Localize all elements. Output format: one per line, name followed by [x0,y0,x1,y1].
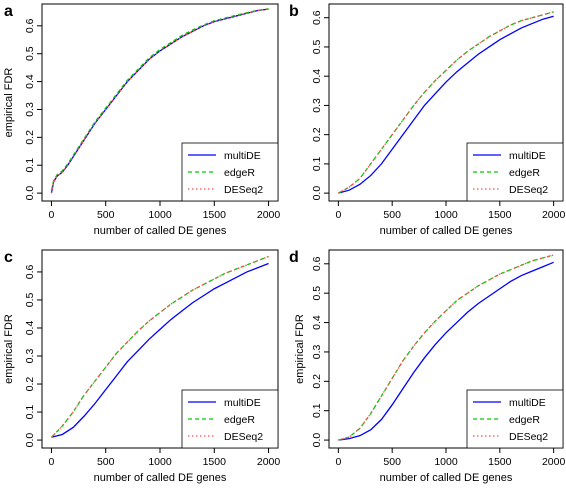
x-tick-label: 1000 [148,209,172,221]
y-tick-label: 0.4 [24,74,36,89]
legend-label-deseq2: DESeq2 [224,431,263,443]
x-axis-label: number of called DE genes [380,472,513,484]
legend: multiDE edgeR DESeq2 [466,142,564,202]
legend-label-multide: multiDE [509,150,546,162]
y-tick-label: 0.5 [24,293,36,308]
y-tick-label: 0.3 [24,349,36,364]
y-tick-label: 0.6 [24,18,36,33]
y-tick-label: 0.0 [311,186,323,201]
y-tick-label: 0.1 [311,156,323,171]
series-line-deseq2 [338,254,554,441]
panel-letter: a [4,3,13,20]
x-tick-label: 2000 [257,456,281,468]
series-line-multide [338,261,554,441]
x-tick-label: 1500 [488,209,512,221]
y-tick-label: 0.5 [311,286,323,301]
x-tick-label: 1500 [203,456,227,468]
y-tick-label: 0.1 [24,158,36,173]
x-tick-label: 500 [383,456,401,468]
panel-letter: d [289,249,299,266]
x-tick-label: 0 [49,209,55,221]
legend-label-edger: edgeR [509,414,540,426]
legend: multiDE edgeR DESeq2 [181,142,279,202]
legend-label-multide: multiDE [224,150,261,162]
x-tick-label: 2000 [257,209,281,221]
series-line-deseq2 [50,8,269,194]
y-tick-label: 0.3 [311,344,323,359]
x-tick-label: 2000 [542,456,566,468]
x-tick-label: 500 [97,209,115,221]
x-axis-label: number of called DE genes [94,225,227,237]
panel-b: b 0 500 1000 1500 2000 0.0 0.1 0.2 0.3 0.4 0.5 0.6 nu… [289,3,565,237]
y-tick-label: 0.0 [311,433,323,448]
x-tick-label: 1500 [488,456,512,468]
legend-label-multide: multiDE [224,397,261,409]
legend-label-deseq2: DESeq2 [509,184,548,196]
y-tick-label: 0.5 [311,40,323,55]
legend-label-edger: edgeR [224,414,255,426]
x-tick-label: 500 [97,456,115,468]
y-tick-label: 0.6 [311,10,323,25]
legend-label-edger: edgeR [224,167,255,179]
y-tick-label: 0.5 [24,46,36,61]
y-tick-label: 0.0 [24,186,36,201]
x-tick-label: 1500 [203,209,227,221]
x-tick-label: 0 [335,456,341,468]
series-line-edger [50,255,269,438]
series-line-deseq2 [338,11,554,194]
y-tick-label: 0.2 [24,130,36,145]
series-line-edger [338,254,554,441]
y-tick-label: 0.6 [311,256,323,271]
x-axis-label: number of called DE genes [380,225,513,237]
x-tick-label: 0 [335,209,341,221]
y-axis-label: empirical FDR [3,314,15,384]
legend-label-edger: edgeR [509,167,540,179]
x-tick-label: 2000 [542,209,566,221]
legend-label-deseq2: DESeq2 [509,431,548,443]
y-axis-label: empirical FDR [3,68,15,138]
legend: multiDE edgeR DESeq2 [466,389,564,449]
y-tick-label: 0.2 [24,377,36,392]
x-tick-label: 1000 [434,209,458,221]
y-tick-label: 0.4 [24,321,36,336]
legend-label-deseq2: DESeq2 [224,184,263,196]
legend-label-multide: multiDE [509,397,546,409]
series-line-edger [50,8,269,191]
y-tick-label: 0.1 [24,405,36,420]
panel-c: c 0 500 1000 1500 2000 0.0 0.1 0.2 0.3 0.4 0.5 0.6 nu… [3,249,280,484]
y-tick-label: 0.0 [24,433,36,448]
x-axis-label: number of called DE genes [94,472,227,484]
y-tick-label: 0.2 [311,374,323,389]
x-tick-label: 0 [49,456,55,468]
x-tick-label: 500 [383,209,401,221]
y-tick-label: 0.2 [311,127,323,142]
panel-a: a 0 500 1000 1500 2000 0.0 0.1 0.2 0.3 0.4 0.5 0.6 nu… [3,3,280,237]
y-tick-label: 0.3 [24,102,36,117]
y-tick-label: 0.4 [311,315,323,330]
y-tick-label: 0.1 [311,403,323,418]
series-line-multide [338,15,554,194]
x-tick-label: 1000 [434,456,458,468]
series-line-multide [51,262,269,438]
x-tick-label: 1000 [148,456,172,468]
y-axis-label: empirical FDR [294,314,306,384]
y-tick-label: 0.3 [311,98,323,113]
y-tick-label: 0.6 [24,264,36,279]
panel-letter: b [289,3,299,20]
legend: multiDE edgeR DESeq2 [181,389,279,449]
y-tick-label: 0.4 [311,69,323,84]
panel-letter: c [4,249,13,266]
panel-d: d 0 500 1000 1500 2000 0.0 0.1 0.2 0.3 0.4 0.5 0.6 nu… [289,249,565,484]
